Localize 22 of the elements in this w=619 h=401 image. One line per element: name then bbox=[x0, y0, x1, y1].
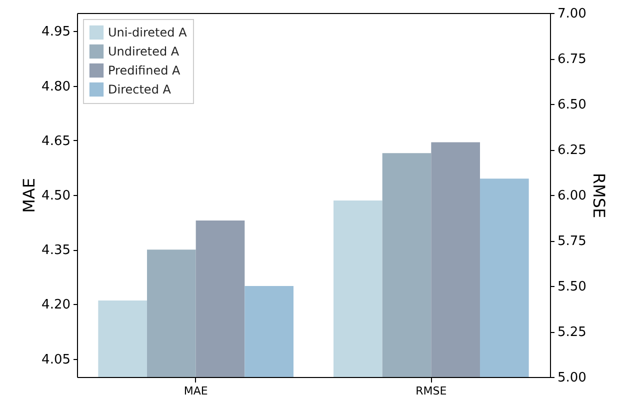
y-axis-title: MAE bbox=[20, 178, 39, 213]
y2-tick-label: 6.25 bbox=[558, 143, 586, 158]
y2-tick-label: 5.75 bbox=[558, 234, 586, 249]
y-tick-label: 4.20 bbox=[42, 298, 70, 313]
y-tick-label: 4.95 bbox=[42, 24, 70, 40]
y-tick-label: 4.65 bbox=[42, 134, 70, 149]
y2-axis-title: RMSE bbox=[589, 172, 608, 218]
legend-label: Uni-direted A bbox=[108, 26, 188, 40]
y-tick-label: 4.05 bbox=[42, 352, 70, 368]
y2-tick-label: 5.00 bbox=[558, 370, 586, 386]
legend-label: Predifined A bbox=[108, 64, 182, 78]
y2-tick-label: 5.25 bbox=[558, 325, 586, 340]
y2-tick-label: 6.00 bbox=[558, 188, 586, 204]
legend-label: Undireted A bbox=[108, 44, 180, 58]
y2-tick-label: 7.00 bbox=[558, 6, 586, 22]
y-tick-label: 4.80 bbox=[42, 79, 70, 94]
y-tick-label: 4.50 bbox=[42, 188, 70, 204]
y-tick-label: 4.35 bbox=[42, 243, 70, 258]
y2-tick-label: 5.50 bbox=[558, 280, 586, 294]
legend-label: Directed A bbox=[108, 82, 172, 96]
y2-tick-label: 6.75 bbox=[558, 52, 586, 67]
y2-tick-label: 6.50 bbox=[558, 98, 586, 112]
